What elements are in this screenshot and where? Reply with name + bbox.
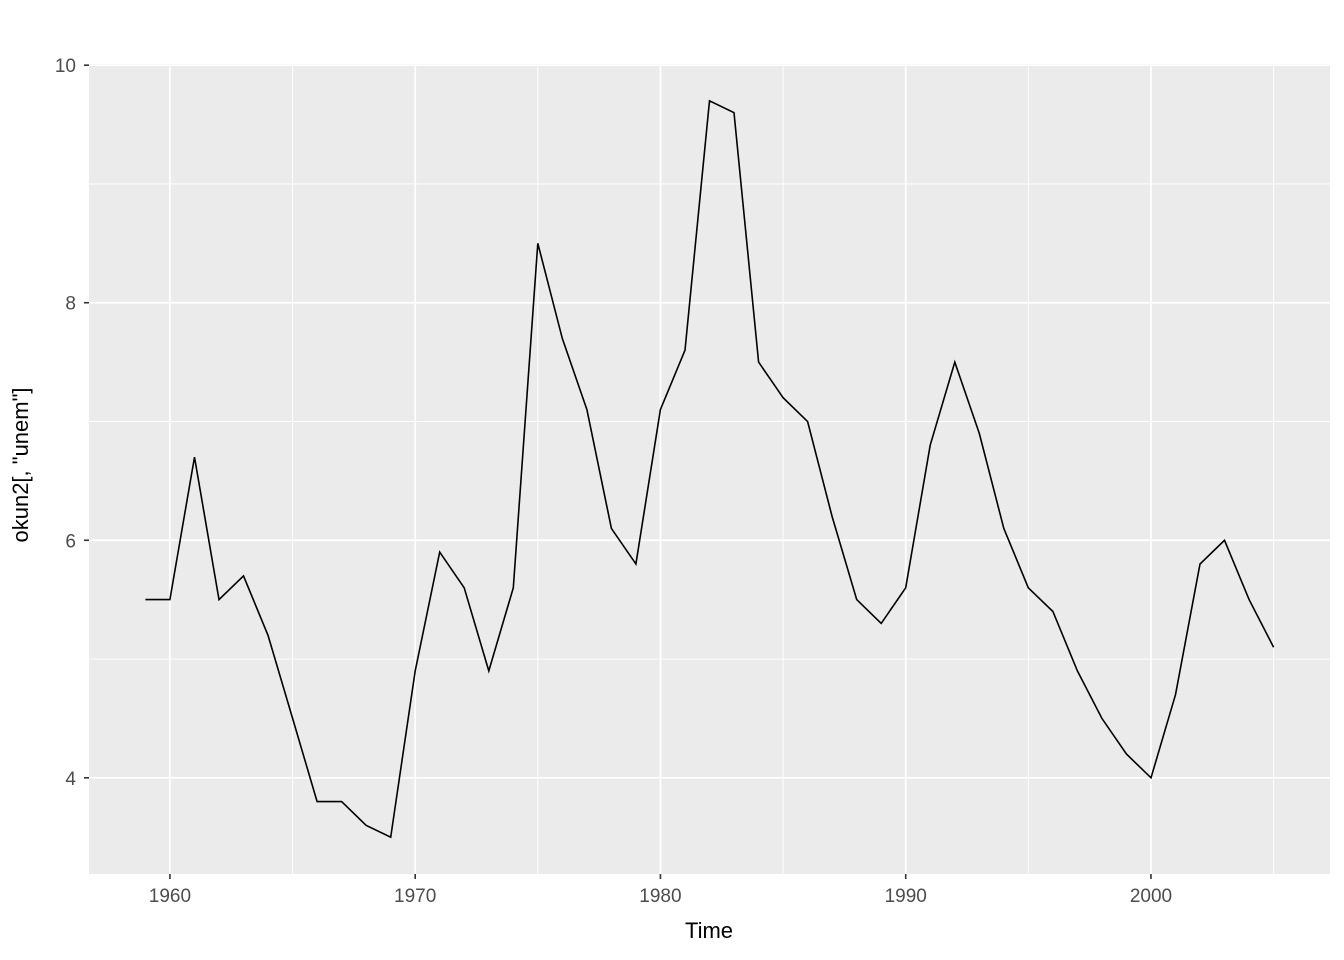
y-tick-label: 10 <box>55 56 76 77</box>
x-axis-title: Time <box>685 918 733 943</box>
x-tick-labels: 1960 1970 1980 1990 2000 <box>149 886 1172 907</box>
x-tick-label: 1960 <box>149 886 191 907</box>
x-tick-label: 1990 <box>885 886 927 907</box>
y-tick-labels: 4 6 8 10 <box>55 56 77 790</box>
y-tick-label: 4 <box>65 769 76 790</box>
panel-background <box>89 64 1330 874</box>
y-axis-title: okun2[, "unem"] <box>8 387 33 542</box>
major-gridlines <box>89 64 1330 874</box>
data-line <box>145 99 1275 839</box>
x-tick-label: 1970 <box>394 886 436 907</box>
x-tick-label: 2000 <box>1130 886 1172 907</box>
axis-tick-marks <box>84 64 1152 879</box>
y-tick-label: 8 <box>65 294 76 315</box>
x-tick-label: 1980 <box>639 886 681 907</box>
minor-gridlines <box>89 64 1330 874</box>
y-tick-label: 6 <box>65 531 76 552</box>
